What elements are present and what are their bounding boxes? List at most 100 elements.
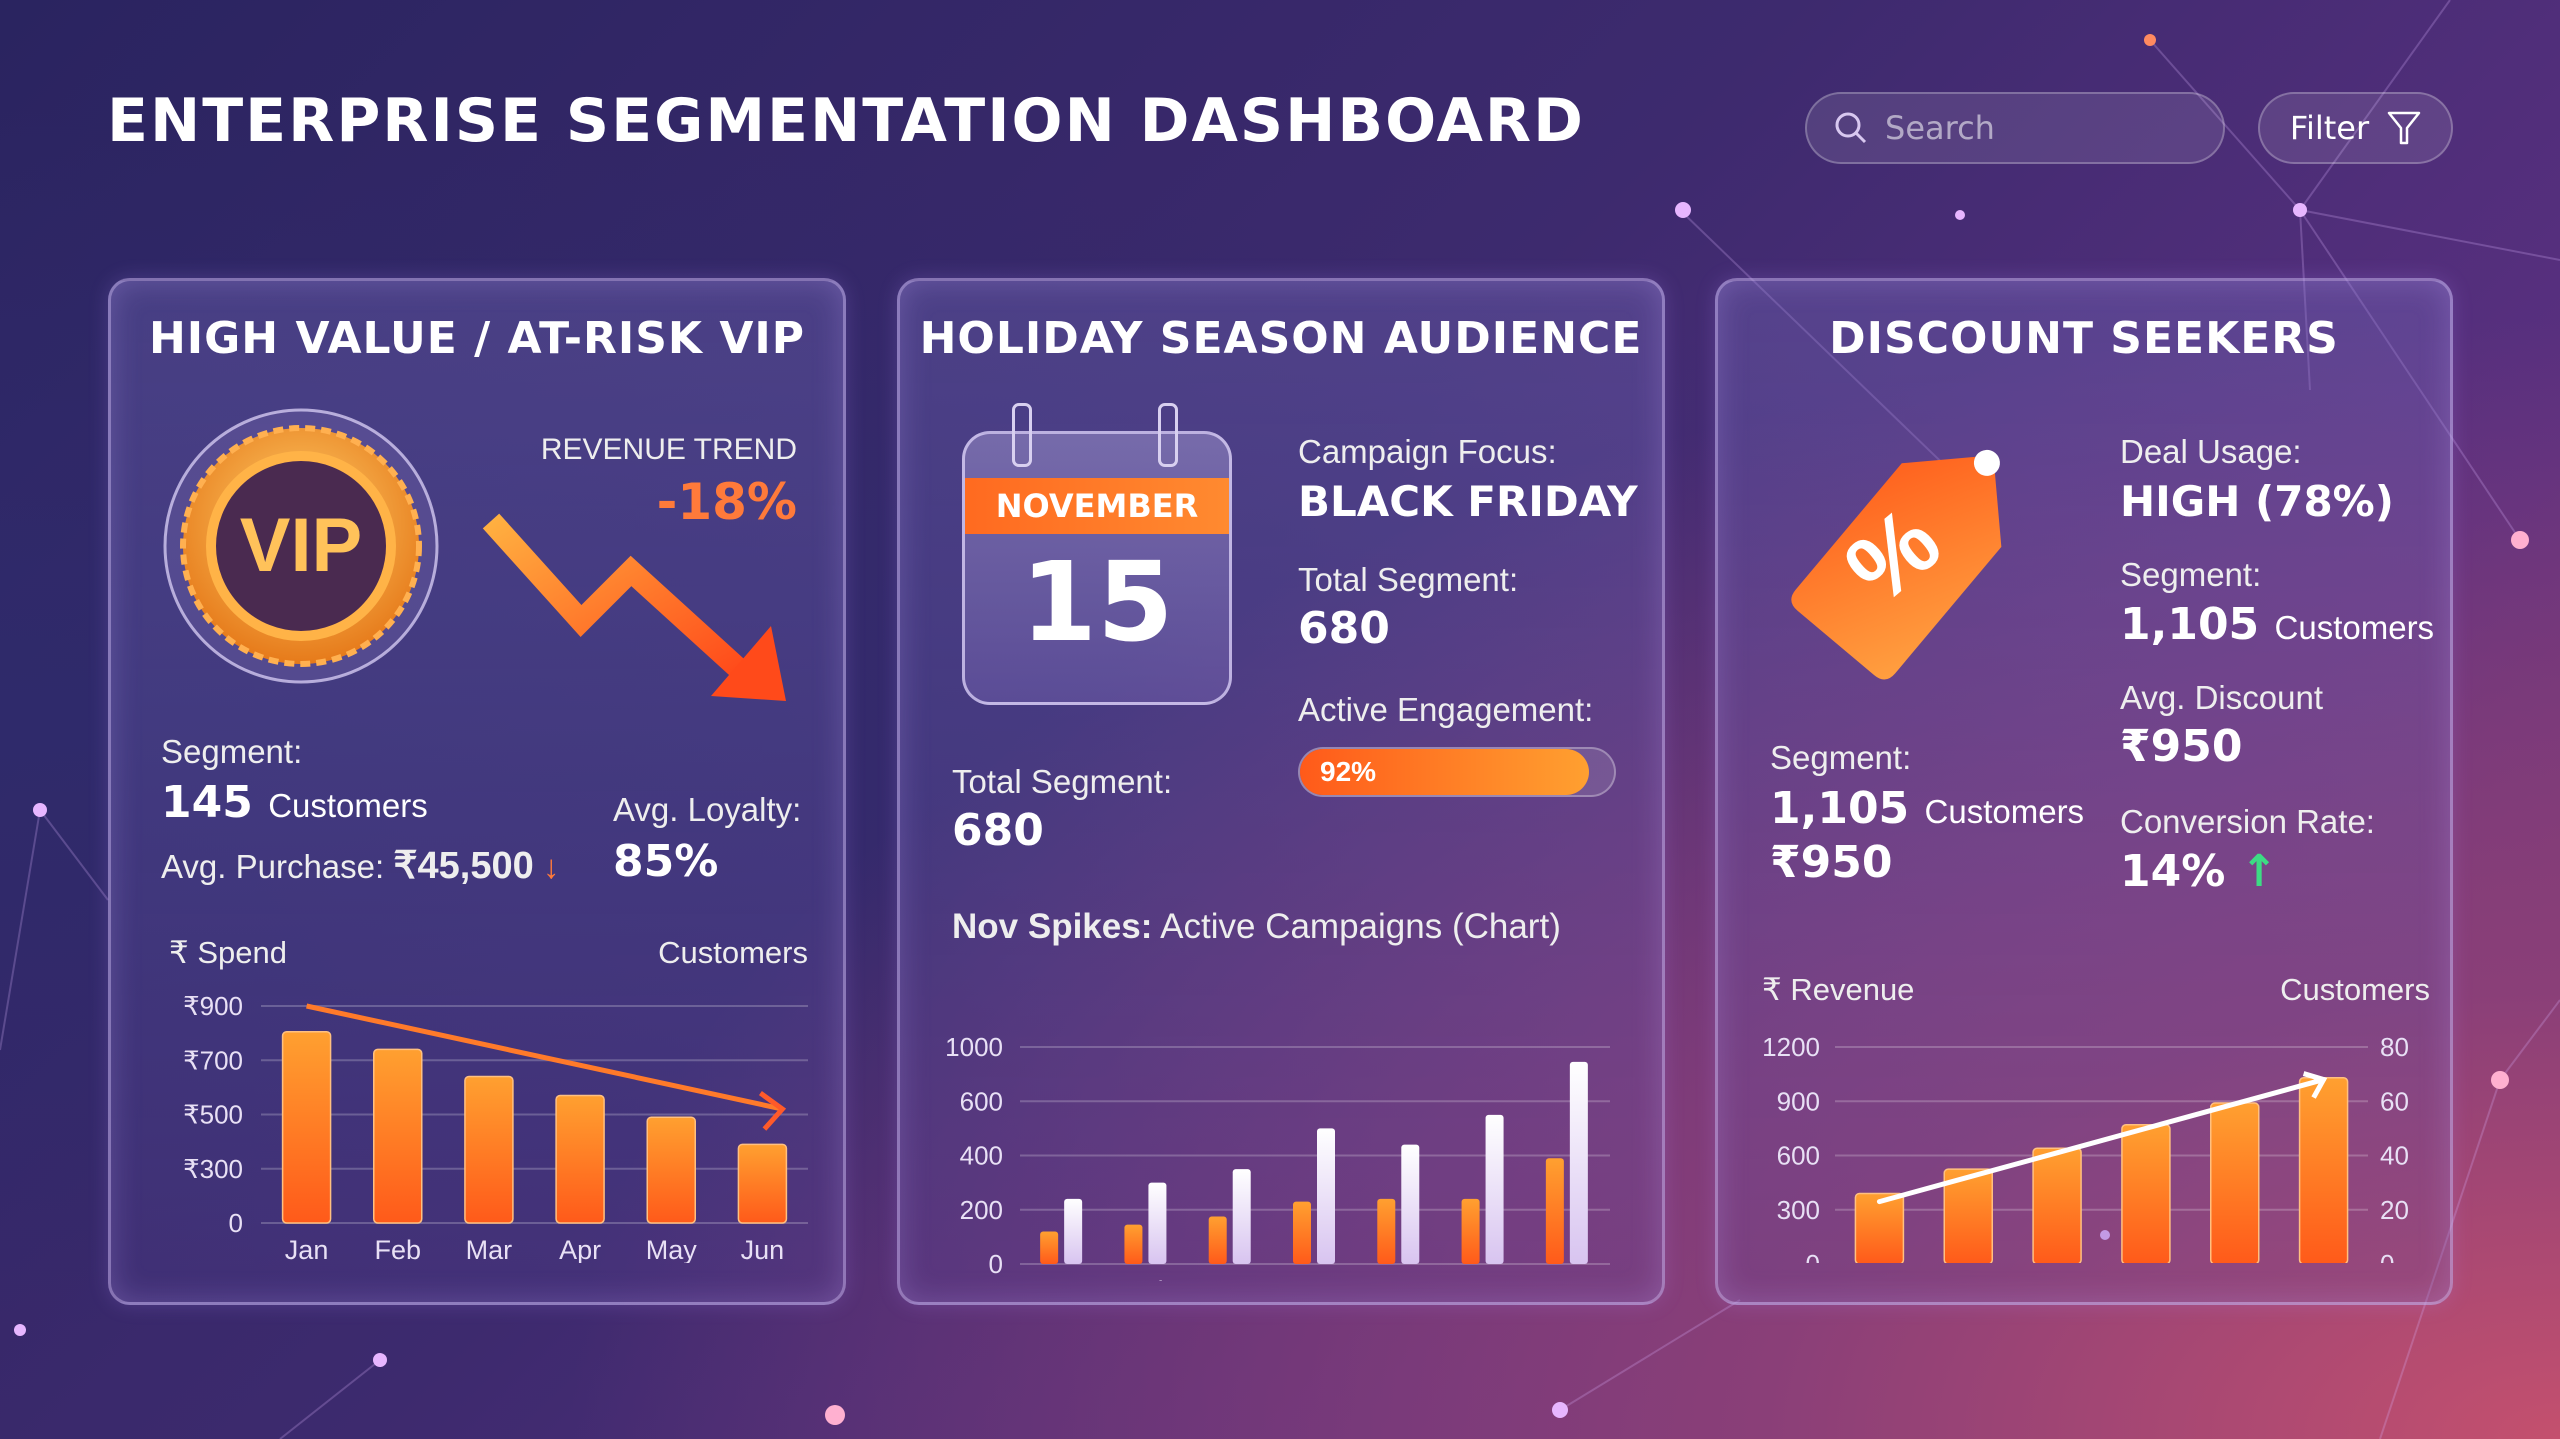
- bar-feb: [373, 1048, 423, 1224]
- y-right-tick-label: 80: [2380, 1032, 2409, 1062]
- campaign-value: BLACK FRIDAY: [1298, 477, 1638, 526]
- engagement-label: Active Engagement:: [1298, 691, 1594, 728]
- x-tick-label: Dec: [1544, 1276, 1592, 1281]
- bar-orange-nov: [1461, 1198, 1480, 1264]
- page-title: ENTERPRISE SEGMENTATION DASHBOARD: [107, 86, 1585, 156]
- bar-jun: [737, 1143, 788, 1224]
- loyalty-value: 85%: [613, 836, 719, 887]
- engagement-progress-bar: 92%: [1298, 747, 1616, 797]
- avg-discount-value: ₹950: [2120, 721, 2243, 772]
- segment-label: Segment:: [2120, 556, 2262, 593]
- loyalty-label: Avg. Loyalty:: [613, 791, 802, 828]
- bar-white-aug: [1232, 1169, 1251, 1264]
- x-tick-label: Mar: [466, 1235, 513, 1263]
- filter-icon: [2387, 111, 2421, 145]
- bar-orange-jun: [1040, 1231, 1059, 1264]
- deal-usage-label: Deal Usage:: [2120, 433, 2302, 470]
- campaign-label: Campaign Focus:: [1298, 433, 1557, 470]
- left-discount-value: ₹950: [1770, 837, 1893, 888]
- segment-value: 145 Customers: [161, 777, 428, 828]
- bar-may: [646, 1116, 696, 1224]
- conversion-label: Conversion Rate:: [2120, 803, 2375, 840]
- bar-may: [2210, 1102, 2260, 1263]
- down-arrow-icon: ↓: [542, 848, 560, 885]
- y-tick-label: 300: [1777, 1195, 1820, 1225]
- x-tick-label: Apr: [559, 1235, 601, 1263]
- bar-apr: [555, 1094, 605, 1224]
- bar-jun: [2298, 1076, 2349, 1263]
- chart-heading: Nov Spikes: Active Campaigns (Chart): [952, 907, 1561, 946]
- y-tick-label: 1200: [1762, 1032, 1820, 1062]
- discount-tag-icon: %: [1791, 449, 2002, 680]
- bar-feb: [1943, 1168, 1993, 1263]
- total-segment-label-2: Total Segment:: [952, 763, 1173, 800]
- y-tick-label: ₹500: [183, 1100, 243, 1130]
- avg-purchase: Avg. Purchase: ₹45,500 ↓: [161, 845, 560, 887]
- filter-button[interactable]: Filter: [2258, 92, 2453, 164]
- x-tick-label: Jul: [1129, 1276, 1164, 1281]
- conversion-value: 14% ↑: [2120, 846, 2278, 897]
- filter-label: Filter: [2289, 109, 2370, 147]
- y-tick-label: 0: [229, 1208, 243, 1238]
- x-tick-label: Nov: [1460, 1276, 1509, 1281]
- bar-white-sep: [1317, 1128, 1335, 1264]
- x-tick-label: May: [646, 1235, 698, 1263]
- y-right-tick-label: 0: [2380, 1249, 2394, 1263]
- bar-orange-sep: [1293, 1201, 1311, 1264]
- engagement-progress-fill: 92%: [1300, 749, 1589, 795]
- up-arrow-icon: ↑: [2240, 846, 2278, 897]
- bar-white-oct: [1401, 1144, 1420, 1264]
- y-tick-label: 900: [1777, 1086, 1820, 1116]
- vip-badge-icon: VIP: [163, 408, 439, 684]
- customers-line: [1876, 1077, 2327, 1205]
- x-tick-label: Jun: [1040, 1276, 1084, 1281]
- card-holiday-season[interactable]: HOLIDAY SEASON AUDIENCE NOVEMBER 15 Camp…: [897, 278, 1665, 1305]
- left-segment-label: Segment:: [1770, 739, 1912, 776]
- x-tick-label: Oct: [1378, 1276, 1421, 1281]
- bar-jan: [1854, 1192, 1905, 1263]
- bar-white-nov: [1485, 1114, 1504, 1264]
- y-tick-label: 600: [960, 1086, 1003, 1116]
- bar-mar: [464, 1075, 514, 1224]
- avg-discount-label: Avg. Discount: [2120, 679, 2323, 716]
- search-input[interactable]: [1883, 108, 2187, 148]
- y-right-tick-label: 40: [2380, 1141, 2409, 1171]
- x-tick-label: Feb: [374, 1235, 421, 1263]
- bar-white-dec: [1569, 1061, 1588, 1264]
- total-segment-value-2: 680: [952, 805, 1044, 856]
- y-right-tick-label: 20: [2380, 1195, 2409, 1225]
- trend-arrow-line: [306, 1003, 783, 1112]
- y-tick-label: ₹300: [183, 1154, 243, 1184]
- card-discount-seekers[interactable]: DISCOUNT SEEKERS % Deal Usage: HIGH (78%…: [1715, 278, 2453, 1305]
- y-tick-label: ₹700: [183, 1045, 243, 1075]
- revenue-trend-label: REVENUE TREND: [540, 433, 797, 466]
- y-right-tick-label: 60: [2380, 1086, 2409, 1116]
- revenue-bar-chart: 0 300 600 900 1200 0 20 40 60 80 ₹ Revenue Customer…: [1762, 972, 2430, 1263]
- calendar-icon: NOVEMBER 15: [962, 403, 1232, 705]
- search-box[interactable]: [1805, 92, 2225, 164]
- svg-text:VIP: VIP: [240, 503, 363, 588]
- left-segment-value: 1,105 Customers: [1770, 783, 2085, 834]
- trend-arrow-head-icon: [758, 1091, 787, 1131]
- total-segment-value: 680: [1298, 603, 1390, 654]
- bar-white-jul: [1148, 1182, 1167, 1264]
- card-high-value-vip[interactable]: HIGH VALUE / AT-RISK VIP VIP REVENUE TRE…: [108, 278, 846, 1305]
- y-tick-label: 600: [1777, 1141, 1820, 1171]
- y-axis-right-label: Customers: [658, 935, 808, 970]
- spend-bar-chart: 0 ₹300 ₹500 ₹700 ₹900 ₹ Spend Customers Jan Feb M…: [169, 935, 808, 1263]
- trend-down-arrow-icon: [482, 513, 786, 701]
- card-title: HOLIDAY SEASON AUDIENCE: [919, 313, 1643, 364]
- y-tick-label: 200: [960, 1195, 1003, 1225]
- trend-arrow-head-icon: [2302, 1071, 2328, 1099]
- bar-orange-aug: [1208, 1216, 1227, 1264]
- y-axis-right-label: Customers: [2280, 972, 2430, 1007]
- revenue-trend-value: -18%: [656, 473, 797, 531]
- bar-orange-jul: [1124, 1224, 1143, 1264]
- segment-value: 1,105 Customers: [2120, 599, 2435, 650]
- bar-jan: [281, 1031, 332, 1224]
- x-tick-label: Jan: [285, 1235, 329, 1263]
- y-tick-label: 1000: [945, 1032, 1003, 1062]
- search-icon: [1835, 112, 1867, 144]
- card-title: DISCOUNT SEEKERS: [1829, 313, 2339, 364]
